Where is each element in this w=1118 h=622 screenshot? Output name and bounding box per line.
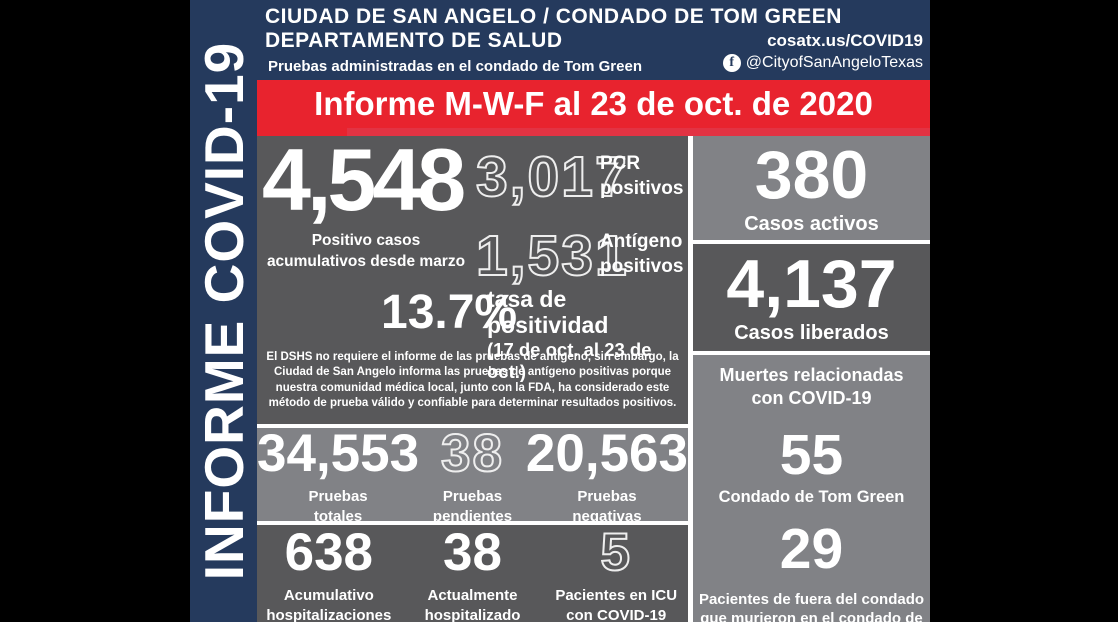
stat-pending-tests: 38 Pruebas pendientes: [419, 424, 526, 526]
stat-cumulative-hospitalizations-label: Acumulativo hospitalizaciones: [257, 586, 401, 622]
stat-total-tests-value: 34,553: [257, 424, 420, 483]
stat-positivity-rate-label: tasa de positividad: [487, 286, 609, 339]
stat-negative-tests: 20,563 Pruebas negativas: [526, 427, 688, 526]
deaths-title-line2: con COVID-19: [751, 388, 872, 409]
stat-antigen-label-line2: positivos: [600, 255, 684, 277]
stat-released-cases-label: Casos liberados: [734, 322, 889, 344]
stat-currently-hospitalized-label: Actualmente hospitalizado: [401, 586, 545, 622]
stat-deaths-out-of-county-value: 29: [779, 516, 844, 581]
stat-negative-tests-value: 20,563: [525, 424, 688, 483]
header: CIUDAD DE SAN ANGELO / CONDADO DE TOM GR…: [257, 0, 930, 80]
stat-currently-hospitalized-value: 38: [443, 523, 502, 582]
stat-pending-tests-label-line1: Pruebas: [442, 488, 503, 505]
panel-hospitalizations: 638 Acumulativo hospitalizaciones 38 Act…: [257, 525, 688, 622]
stat-total-tests-label: Pruebas totales: [257, 487, 419, 526]
stat-cumulative-hospitalizations: 638 Acumulativo hospitalizaciones: [257, 526, 401, 622]
header-title-line1: CIUDAD DE SAN ANGELO / CONDADO DE TOM GR…: [265, 5, 842, 28]
stat-pcr-label-line2: positivos: [600, 177, 684, 199]
stat-icu-patients-value: 5: [599, 523, 632, 582]
website-url: cosatx.us/COVID19: [767, 31, 923, 50]
stat-negative-tests-label-line1: Pruebas: [577, 488, 637, 505]
stat-currently-hospitalized: 38 Actualmente hospitalizado: [401, 526, 545, 622]
stat-pending-tests-value: 38: [440, 424, 504, 483]
stat-negative-tests-label-line2: negativas: [572, 507, 642, 525]
stat-icu-patients-label: Pacientes en ICU con COVID-19: [544, 586, 688, 622]
stat-deaths-county-value: 55: [779, 422, 844, 487]
header-subtitle: Pruebas administradas en el condado de T…: [268, 58, 642, 75]
report-date-banner: Informe M-W-F al 23 de oct. de 2020: [257, 80, 930, 128]
panel-tests: 34,553 Pruebas totales 38 Pruebas pendie…: [257, 426, 688, 525]
panel-active-cases: 380 Casos activos: [693, 136, 930, 240]
stat-total-tests-label-line2: totales: [313, 507, 363, 525]
stat-cumulative-hospitalizations-label-line2: hospitalizaciones: [266, 606, 392, 622]
stat-pending-tests-label: Pruebas pendientes: [419, 487, 526, 526]
stat-cumulative-hospitalizations-value: 638: [284, 523, 374, 582]
stat-active-cases-value: 380: [754, 136, 869, 213]
stat-pcr-positive-label: PCR positivos: [600, 152, 683, 201]
header-title-line2: DEPARTAMENTO DE SALUD: [265, 29, 563, 52]
stat-negative-tests-label: Pruebas negativas: [526, 487, 688, 526]
stat-positivity-rate-value: 13.7%: [381, 286, 518, 339]
stat-cumulative-hospitalizations-label-line1: Acumulativo: [283, 587, 374, 604]
deaths-section-title: Muertes relacionadas con COVID-19: [719, 364, 903, 411]
stat-pending-tests-label-line2: pendientes: [432, 507, 513, 525]
sidebar-vertical-title: INFORME COVID-19: [192, 41, 255, 581]
report-date-banner-text: Informe M-W-F al 23 de oct. de 2020: [314, 85, 873, 122]
stat-cumulative-positive-value: 4,548: [262, 130, 466, 229]
banner-accent-strip-right: [347, 128, 930, 136]
stat-currently-hospitalized-label-line2: hospitalizado: [424, 606, 521, 622]
stat-active-cases-label: Casos activos: [744, 212, 879, 235]
stat-pcr-positive-value: 3,017: [475, 145, 629, 209]
stat-antigen-positive-label: Antígeno positivos: [600, 230, 683, 279]
header-links: cosatx.us/COVID19 f @CityofSanAngeloTexa…: [722, 31, 923, 72]
stat-positivity-rate-labels: tasa de positividad (17 de oct. al 23 de…: [487, 286, 688, 383]
stat-deaths-out-of-county-label: Pacientes de fuera del condado que murie…: [698, 590, 925, 622]
stat-cumulative-label-line2: acumulativos desde marzo: [266, 252, 466, 270]
stat-icu-patients-label-line1: Pacientes en ICU: [555, 587, 678, 604]
facebook-handle: @CityofSanAngeloTexas: [745, 54, 923, 71]
stat-antigen-label-line1: Antígeno: [600, 231, 683, 252]
stat-cumulative-positive-label: Positivo casos acumulativos desde marzo: [257, 231, 475, 273]
stat-total-tests-label-line1: Pruebas: [308, 488, 368, 505]
stat-antigen-positive-value: 1,531: [475, 224, 629, 288]
panel-cumulative-stats: 4,548 Positivo casos acumulativos desde …: [257, 136, 688, 424]
stat-icu-patients: 5 Pacientes en ICU con COVID-19: [544, 523, 688, 622]
stat-total-tests: 34,553 Pruebas totales: [257, 427, 419, 526]
stat-pcr-label-line1: PCR: [600, 153, 641, 174]
banner-accent-strip-left: [257, 128, 347, 136]
stat-cumulative-label-line1: Positivo casos: [311, 232, 421, 249]
facebook-row: f @CityofSanAngeloTexas: [722, 54, 923, 72]
panel-covid-deaths: Muertes relacionadas con COVID-19 55 Con…: [693, 355, 930, 622]
stat-currently-hospitalized-label-line1: Actualmente: [427, 587, 518, 604]
stat-icu-patients-label-line2: con COVID-19: [566, 606, 667, 622]
stat-released-cases-value: 4,137: [726, 246, 897, 322]
antigen-disclaimer-text: El DSHS no requiere el informe de las pr…: [266, 351, 679, 409]
sidebar-informe-covid19: INFORME COVID-19: [190, 0, 257, 622]
panel-released-cases: 4,137 Casos liberados: [693, 244, 930, 351]
facebook-icon: f: [722, 54, 741, 72]
covid-report-poster: INFORME COVID-19 CIUDAD DE SAN ANGELO / …: [190, 0, 930, 622]
stat-deaths-county-label: Condado de Tom Green: [718, 487, 905, 506]
stat-positivity-rate-range: (17 de oct. al 23 de oct.): [487, 338, 652, 383]
deaths-title-line1: Muertes relacionadas: [719, 365, 904, 385]
